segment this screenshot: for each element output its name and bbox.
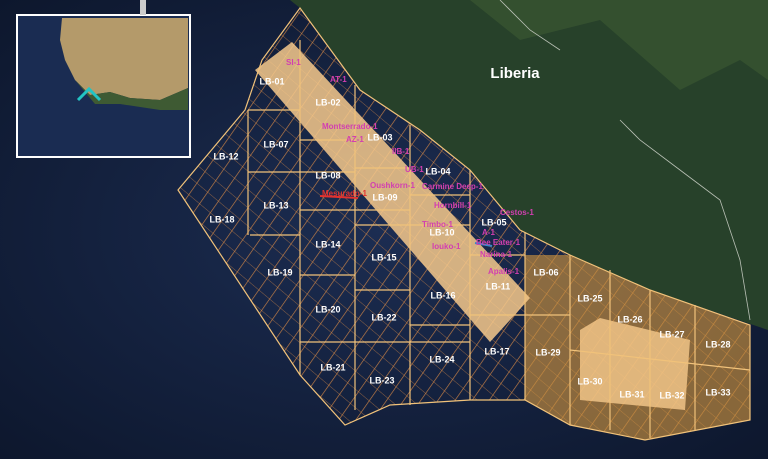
block-label: LB-19: [267, 267, 292, 277]
block-label: LB-09: [372, 192, 397, 202]
well-label: Oushkorn-1: [370, 181, 415, 190]
country-label: Liberia: [490, 65, 540, 82]
block-label: LB-24: [429, 354, 454, 364]
well-label: Mesurado-1: [322, 189, 367, 198]
well-track: [474, 242, 493, 247]
well-label: Carmine Deep-1: [422, 182, 483, 191]
block-grid: [177, 6, 751, 441]
block-label: LB-21: [320, 362, 345, 372]
block-label: LB-15: [371, 252, 396, 262]
block-label: LB-22: [371, 312, 396, 322]
block-label: LB-30: [577, 376, 602, 386]
block-label: LB-11: [486, 281, 511, 291]
inset-land: [60, 18, 188, 100]
block-label: LB-33: [705, 387, 730, 397]
block-label: LB-29: [535, 347, 560, 357]
block-label: LB-05: [481, 217, 506, 227]
land-shade: [470, 0, 768, 90]
well-label: Cestos-1: [500, 208, 534, 217]
well-label: Montserrado-1: [322, 122, 378, 131]
well-label: IIB-1: [392, 147, 410, 156]
block-label: LB-14: [315, 239, 340, 249]
inset-forest: [75, 80, 188, 110]
labels: LB-01 LB-02 LB-03 LB-04 LB-05 LB-06 LB-07 LB-08…: [209, 58, 730, 400]
block-label: LB-01: [259, 76, 284, 86]
block-label: LB-31: [619, 389, 644, 399]
block-label: LB-26: [617, 314, 642, 324]
highlight-square: [580, 318, 690, 410]
block-label: LB-03: [367, 132, 392, 142]
well-label: Hornbill-1: [434, 201, 472, 210]
highlight-band: [255, 42, 530, 342]
block-label: LB-18: [209, 214, 234, 224]
block-label: LB-02: [315, 97, 340, 107]
well-label: A-1: [482, 228, 495, 237]
well-label: AT-1: [330, 75, 347, 84]
well-label: UB-1: [405, 165, 424, 174]
block-label: LB-06: [533, 267, 558, 277]
well-label: AZ-1: [346, 135, 364, 144]
block-label: LB-13: [263, 200, 288, 210]
block-label: LB-25: [577, 293, 602, 303]
land: [290, 0, 768, 330]
block-label: LB-12: [213, 151, 238, 161]
block-label: LB-16: [430, 290, 455, 300]
inset-tab: [140, 0, 146, 15]
block-label: LB-32: [659, 390, 684, 400]
block-label: LB-23: [369, 375, 394, 385]
well-label: Timbo-1: [422, 220, 454, 229]
well-track: [319, 195, 359, 199]
block-label: LB-08: [315, 170, 340, 180]
border: [499, 0, 561, 51]
block-label: LB-10: [429, 227, 454, 237]
block-label: LB-04: [425, 166, 450, 176]
block-label: LB-28: [705, 339, 730, 349]
inset-marker: [76, 86, 102, 102]
well-label: SI-1: [286, 58, 301, 67]
block-label: LB-27: [659, 329, 684, 339]
block-label: LB-17: [484, 346, 509, 356]
well-label: Narina-1: [480, 250, 513, 259]
border: [619, 119, 751, 321]
block-label: LB-07: [263, 139, 288, 149]
well-label: Bee Eater-1: [476, 238, 521, 247]
well-label: Iouko-1: [432, 242, 461, 251]
block-label: LB-20: [315, 304, 340, 314]
well-label: Apalis-1: [488, 267, 520, 276]
